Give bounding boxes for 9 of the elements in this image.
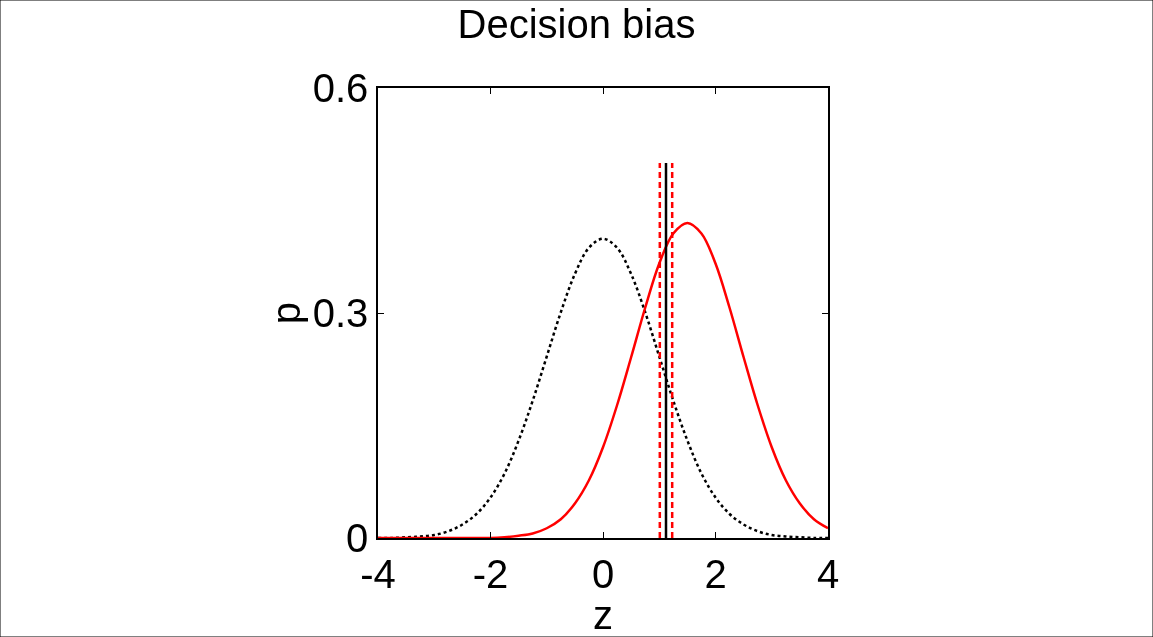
- x-axis-title: z: [593, 593, 613, 637]
- x-tick-label: 0: [591, 551, 615, 596]
- x-tick-label: -2: [472, 551, 509, 596]
- y-axis-title: p: [263, 301, 308, 325]
- chart-title: Decision bias: [457, 1, 696, 46]
- y-tick-label: 0.3: [312, 291, 369, 335]
- y-tick-label: 0.6: [312, 66, 369, 110]
- x-tick-label: 2: [704, 551, 727, 596]
- x-tick-label: 4: [816, 551, 840, 596]
